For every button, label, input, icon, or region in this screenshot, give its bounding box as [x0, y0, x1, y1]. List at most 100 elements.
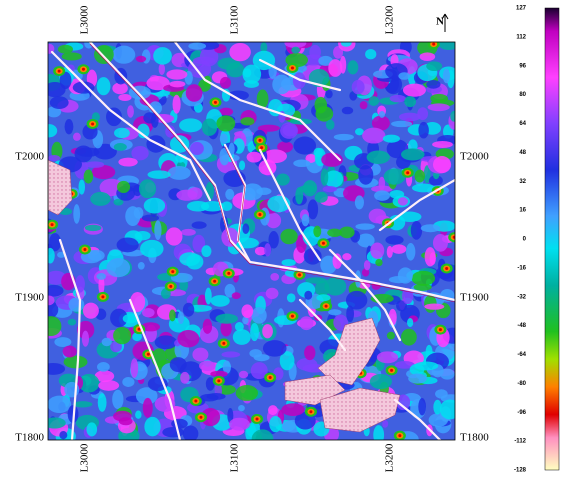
- anomaly-blob: [41, 316, 62, 336]
- anomaly-blob: [430, 252, 436, 265]
- anomaly-blob: [391, 244, 406, 253]
- anomaly-blob: [407, 318, 413, 327]
- anomaly-high: [260, 146, 263, 149]
- anomaly-blob: [135, 231, 151, 240]
- anomaly-high: [82, 68, 85, 71]
- anomaly-blob: [432, 141, 453, 148]
- anomaly-blob: [202, 119, 217, 136]
- anomaly-blob: [114, 128, 130, 138]
- anomaly-blob: [433, 156, 451, 173]
- anomaly-blob: [302, 214, 310, 226]
- anomaly-high: [298, 273, 301, 276]
- anomaly-blob: [171, 419, 188, 429]
- anomaly-blob: [180, 372, 189, 384]
- anomaly-high: [439, 328, 442, 331]
- anomaly-blob: [54, 337, 71, 347]
- anomaly-blob: [242, 223, 249, 234]
- anomaly-blob: [166, 69, 187, 79]
- anomaly-blob: [83, 303, 99, 319]
- anomaly-blob: [358, 165, 373, 185]
- anomaly-blob: [97, 362, 110, 372]
- anomaly-blob: [411, 221, 422, 240]
- anomaly-high: [51, 223, 54, 226]
- anomaly-blob: [199, 361, 216, 371]
- anomaly-blob: [254, 354, 270, 361]
- anomaly-blob: [383, 135, 400, 143]
- anomaly-blob: [346, 305, 354, 322]
- anomaly-blob: [125, 206, 140, 226]
- anomaly-blob: [112, 390, 123, 409]
- anomaly-blob: [368, 96, 379, 106]
- colorbar: 1271129680644832160-16-32-48-64-80-96-11…: [514, 6, 559, 474]
- colorbar-label: 112: [516, 34, 526, 40]
- anomaly-blob: [355, 223, 374, 230]
- anomaly-blob: [155, 335, 177, 349]
- anomaly-high: [171, 270, 174, 273]
- anomaly-blob: [297, 358, 318, 371]
- anomaly-blob: [50, 96, 69, 109]
- anomaly-blob: [450, 111, 457, 122]
- anomaly-blob: [418, 122, 428, 139]
- anomaly-blob: [168, 166, 191, 180]
- anomaly-blob: [373, 425, 384, 445]
- anomaly-blob: [269, 416, 282, 432]
- anomaly-blob: [73, 133, 81, 141]
- anomaly-blob: [47, 396, 71, 413]
- left-label: T1800: [15, 432, 44, 444]
- anomaly-blob: [135, 410, 141, 418]
- anomaly-blob: [341, 39, 352, 47]
- anomaly-blob: [229, 43, 251, 61]
- colorbar-label: 0: [523, 237, 527, 243]
- anomaly-blob: [313, 226, 321, 238]
- anomaly-blob: [68, 319, 76, 326]
- anomaly-blob: [390, 95, 406, 102]
- anomaly-blob: [226, 62, 244, 77]
- anomaly-high: [406, 171, 409, 174]
- anomaly-blob: [303, 180, 317, 196]
- anomaly-blob: [166, 227, 183, 245]
- anomaly-blob: [112, 46, 135, 64]
- anomaly-blob: [122, 377, 134, 387]
- anomaly-blob: [263, 340, 287, 357]
- anomaly-blob: [113, 411, 132, 422]
- anomaly-blob: [398, 197, 408, 206]
- colorbar-label: 48: [519, 150, 526, 156]
- anomaly-blob: [225, 189, 234, 200]
- anomaly-blob: [106, 258, 130, 277]
- anomaly-blob: [406, 243, 415, 261]
- anomaly-blob: [281, 403, 304, 416]
- anomaly-blob: [73, 204, 80, 224]
- anomaly-high: [390, 369, 393, 372]
- anomaly-blob: [385, 235, 403, 244]
- left-label: T2000: [15, 151, 44, 163]
- anomaly-blob: [241, 304, 253, 318]
- anomaly-blob: [73, 401, 92, 407]
- anomaly-high: [147, 353, 150, 356]
- anomaly-blob: [374, 190, 390, 200]
- anomaly-blob: [200, 394, 219, 402]
- anomaly-blob: [220, 133, 228, 144]
- anomaly-blob: [90, 192, 110, 206]
- anomaly-blob: [324, 277, 346, 295]
- colorbar-label: 127: [516, 6, 527, 12]
- anomaly-blob: [315, 192, 328, 203]
- anomaly-blob: [389, 276, 409, 283]
- anomaly-blob: [428, 103, 450, 111]
- anomaly-blob: [176, 190, 197, 201]
- bottom-label: L3200: [384, 443, 396, 472]
- anomaly-blob: [84, 170, 94, 184]
- anomaly-blob: [232, 292, 241, 299]
- anomaly-blob: [78, 179, 85, 194]
- anomaly-high: [217, 379, 220, 382]
- anomaly-high: [227, 272, 230, 275]
- anomaly-blob: [424, 303, 444, 309]
- anomaly-high: [169, 285, 172, 288]
- anomaly-blob: [179, 118, 202, 132]
- anomaly-blob: [192, 221, 207, 229]
- anomaly-blob: [159, 63, 165, 75]
- anomaly-blob: [221, 351, 240, 357]
- anomaly-blob: [377, 351, 398, 363]
- colorbar-label: -112: [514, 439, 526, 445]
- anomaly-blob: [291, 47, 300, 54]
- anomaly-blob: [229, 418, 250, 431]
